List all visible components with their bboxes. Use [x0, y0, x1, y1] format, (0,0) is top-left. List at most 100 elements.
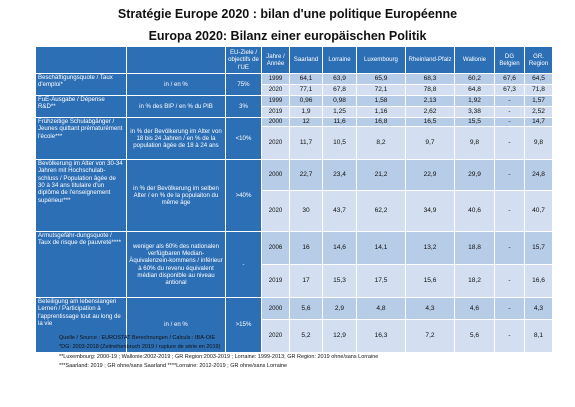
footnote: *DG: 2003-2018 (Zeitreihenbruch 2019 / r…: [59, 344, 221, 351]
value-cell: -: [494, 117, 525, 127]
value-cell: -: [494, 126, 525, 160]
value-cell: 4,3: [524, 297, 553, 320]
header-region: Wallonie: [454, 46, 495, 74]
footnotes: Quelle / Source : EUROSTAT Berechnungen …: [59, 334, 378, 371]
title-german: Europa 2020: Bilanz einer europäischen P…: [148, 29, 427, 43]
objective-cell: >15%: [225, 297, 262, 353]
table-row: Beteiligung am lebenslangen Lernen / Par…: [35, 297, 553, 353]
value-cell: 63,9: [322, 73, 357, 85]
unit-cell: weniger als 60% des nationalen verfügbar…: [126, 231, 226, 298]
value-cell: 60,2: [454, 73, 495, 85]
year-cell: 2000: [261, 117, 290, 127]
header-region: Lorraine: [322, 46, 357, 74]
value-cell: 8,1: [524, 319, 553, 353]
value-cell: 67,8: [322, 84, 357, 96]
value-cell: -: [494, 319, 525, 353]
value-cell: -: [494, 95, 525, 107]
value-cell: 0,98: [322, 95, 357, 107]
value-cell: 16,6: [524, 264, 553, 298]
value-cell: 67,3: [494, 84, 525, 96]
value-cell: 5,2: [289, 319, 323, 353]
value-cell: 64,1: [289, 73, 323, 85]
year-cell: 2020: [261, 190, 290, 232]
value-cell: -: [494, 190, 525, 232]
header-unit: [126, 46, 226, 74]
year-cell: 2006: [261, 231, 290, 265]
value-cell: 13,2: [405, 231, 455, 265]
value-cell: 12,9: [322, 319, 357, 353]
value-cell: 22,9: [405, 159, 455, 191]
year-cell: 2020: [261, 126, 290, 160]
indicator-cell: Frühzeitige Schulabgänger / Jeunes quitt…: [35, 117, 127, 160]
objective-cell: -: [225, 231, 262, 298]
value-cell: 1,92: [454, 95, 495, 107]
table-row: 2020 5,2 12,9 16,3 7,2 5,6-8,1: [36, 319, 553, 353]
header-region: Luxembourg: [356, 46, 406, 74]
data-table: EU-Ziele / objectifs de l'UE Jahre / Ann…: [35, 46, 553, 353]
value-cell: 18,8: [454, 231, 495, 265]
footnote: Quelle / Source : EUROSTAT Berechnungen …: [59, 335, 216, 341]
value-cell: 64,5: [524, 73, 553, 85]
header-objective: EU-Ziele / objectifs de l'UE: [225, 46, 262, 74]
year-cell: 1999: [261, 73, 290, 85]
value-cell: 78,8: [405, 84, 455, 96]
year-cell: 2000: [261, 159, 290, 191]
indicator-cell: FuE-Ausgabe / Dépense R&D**: [35, 95, 127, 118]
value-cell: 43,7: [322, 190, 357, 232]
year-cell: 2019: [261, 106, 290, 118]
unit-cell: in / en %: [126, 73, 226, 96]
objective-cell: >40%: [225, 159, 262, 232]
value-cell: 11,7: [289, 126, 323, 160]
value-cell: -: [494, 264, 525, 298]
value-cell: 62,2: [356, 190, 406, 232]
value-cell: 5,6: [289, 297, 323, 320]
footnote: **Luxembourg: 2000-19 ; Wallonie:2002-20…: [59, 353, 379, 360]
value-cell: 65,9: [356, 73, 406, 85]
value-cell: 12: [289, 117, 323, 127]
header-year: Jahre / Année: [261, 46, 290, 74]
indicator-cell: Beteiligung am lebenslangen Lernen / Par…: [35, 297, 127, 353]
value-cell: -: [494, 297, 525, 320]
value-cell: 15,5: [454, 117, 495, 127]
value-cell: 1,58: [356, 95, 406, 107]
header-region: Rheinland-Pfalz: [405, 46, 455, 74]
value-cell: 9,8: [454, 126, 495, 160]
value-cell: 16,3: [356, 319, 406, 353]
value-cell: 1,9: [289, 106, 323, 118]
table-row: 2020 77,1 67,8 72,1 78,8 64,8 67,3 71,8: [36, 84, 553, 96]
value-cell: 68,3: [405, 73, 455, 85]
year-cell: 2020: [261, 84, 290, 96]
value-cell: 3,38: [454, 106, 495, 118]
value-cell: 1,57: [524, 95, 553, 107]
value-cell: 16,5: [405, 117, 455, 127]
value-cell: 71,8: [524, 84, 553, 96]
year-cell: 2000: [261, 297, 290, 320]
objective-cell: 3%: [225, 95, 262, 118]
year-cell: 2019: [261, 264, 290, 298]
title-french: Stratégie Europe 2020 : bilan d'une poli…: [117, 7, 458, 21]
value-cell: 11,6: [322, 117, 357, 127]
value-cell: 18,2: [454, 264, 495, 298]
value-cell: 9,7: [405, 126, 455, 160]
value-cell: 29,9: [454, 159, 495, 191]
footnote: ***Saarland: 2019 ; GR ohne/sans Saarlan…: [59, 362, 288, 369]
value-cell: -: [494, 159, 525, 191]
value-cell: 15,6: [405, 264, 455, 298]
value-cell: 0,96: [289, 95, 323, 107]
value-cell: 14,6: [322, 231, 357, 265]
value-cell: 4,6: [454, 297, 495, 320]
value-cell: 10,5: [322, 126, 357, 160]
value-cell: 77,1: [289, 84, 323, 96]
unit-cell: in % der Bevölkerung im selben Alter / e…: [126, 159, 226, 232]
value-cell: 16,8: [356, 117, 406, 127]
value-cell: 2,62: [405, 106, 455, 118]
value-cell: -: [494, 231, 525, 265]
table-row: FuE-Ausgabe / Dépense R&D** in % des BIP …: [35, 95, 553, 118]
header-indicator: [35, 46, 127, 74]
year-cell: 2020: [261, 319, 290, 353]
value-cell: 8,2: [356, 126, 406, 160]
value-cell: 34,9: [405, 190, 455, 232]
table-row: 2020 11,7 10,5 8,2 9,7 9,8-9,8: [36, 126, 553, 160]
value-cell: 40,6: [454, 190, 495, 232]
value-cell: 7,2: [405, 319, 455, 353]
